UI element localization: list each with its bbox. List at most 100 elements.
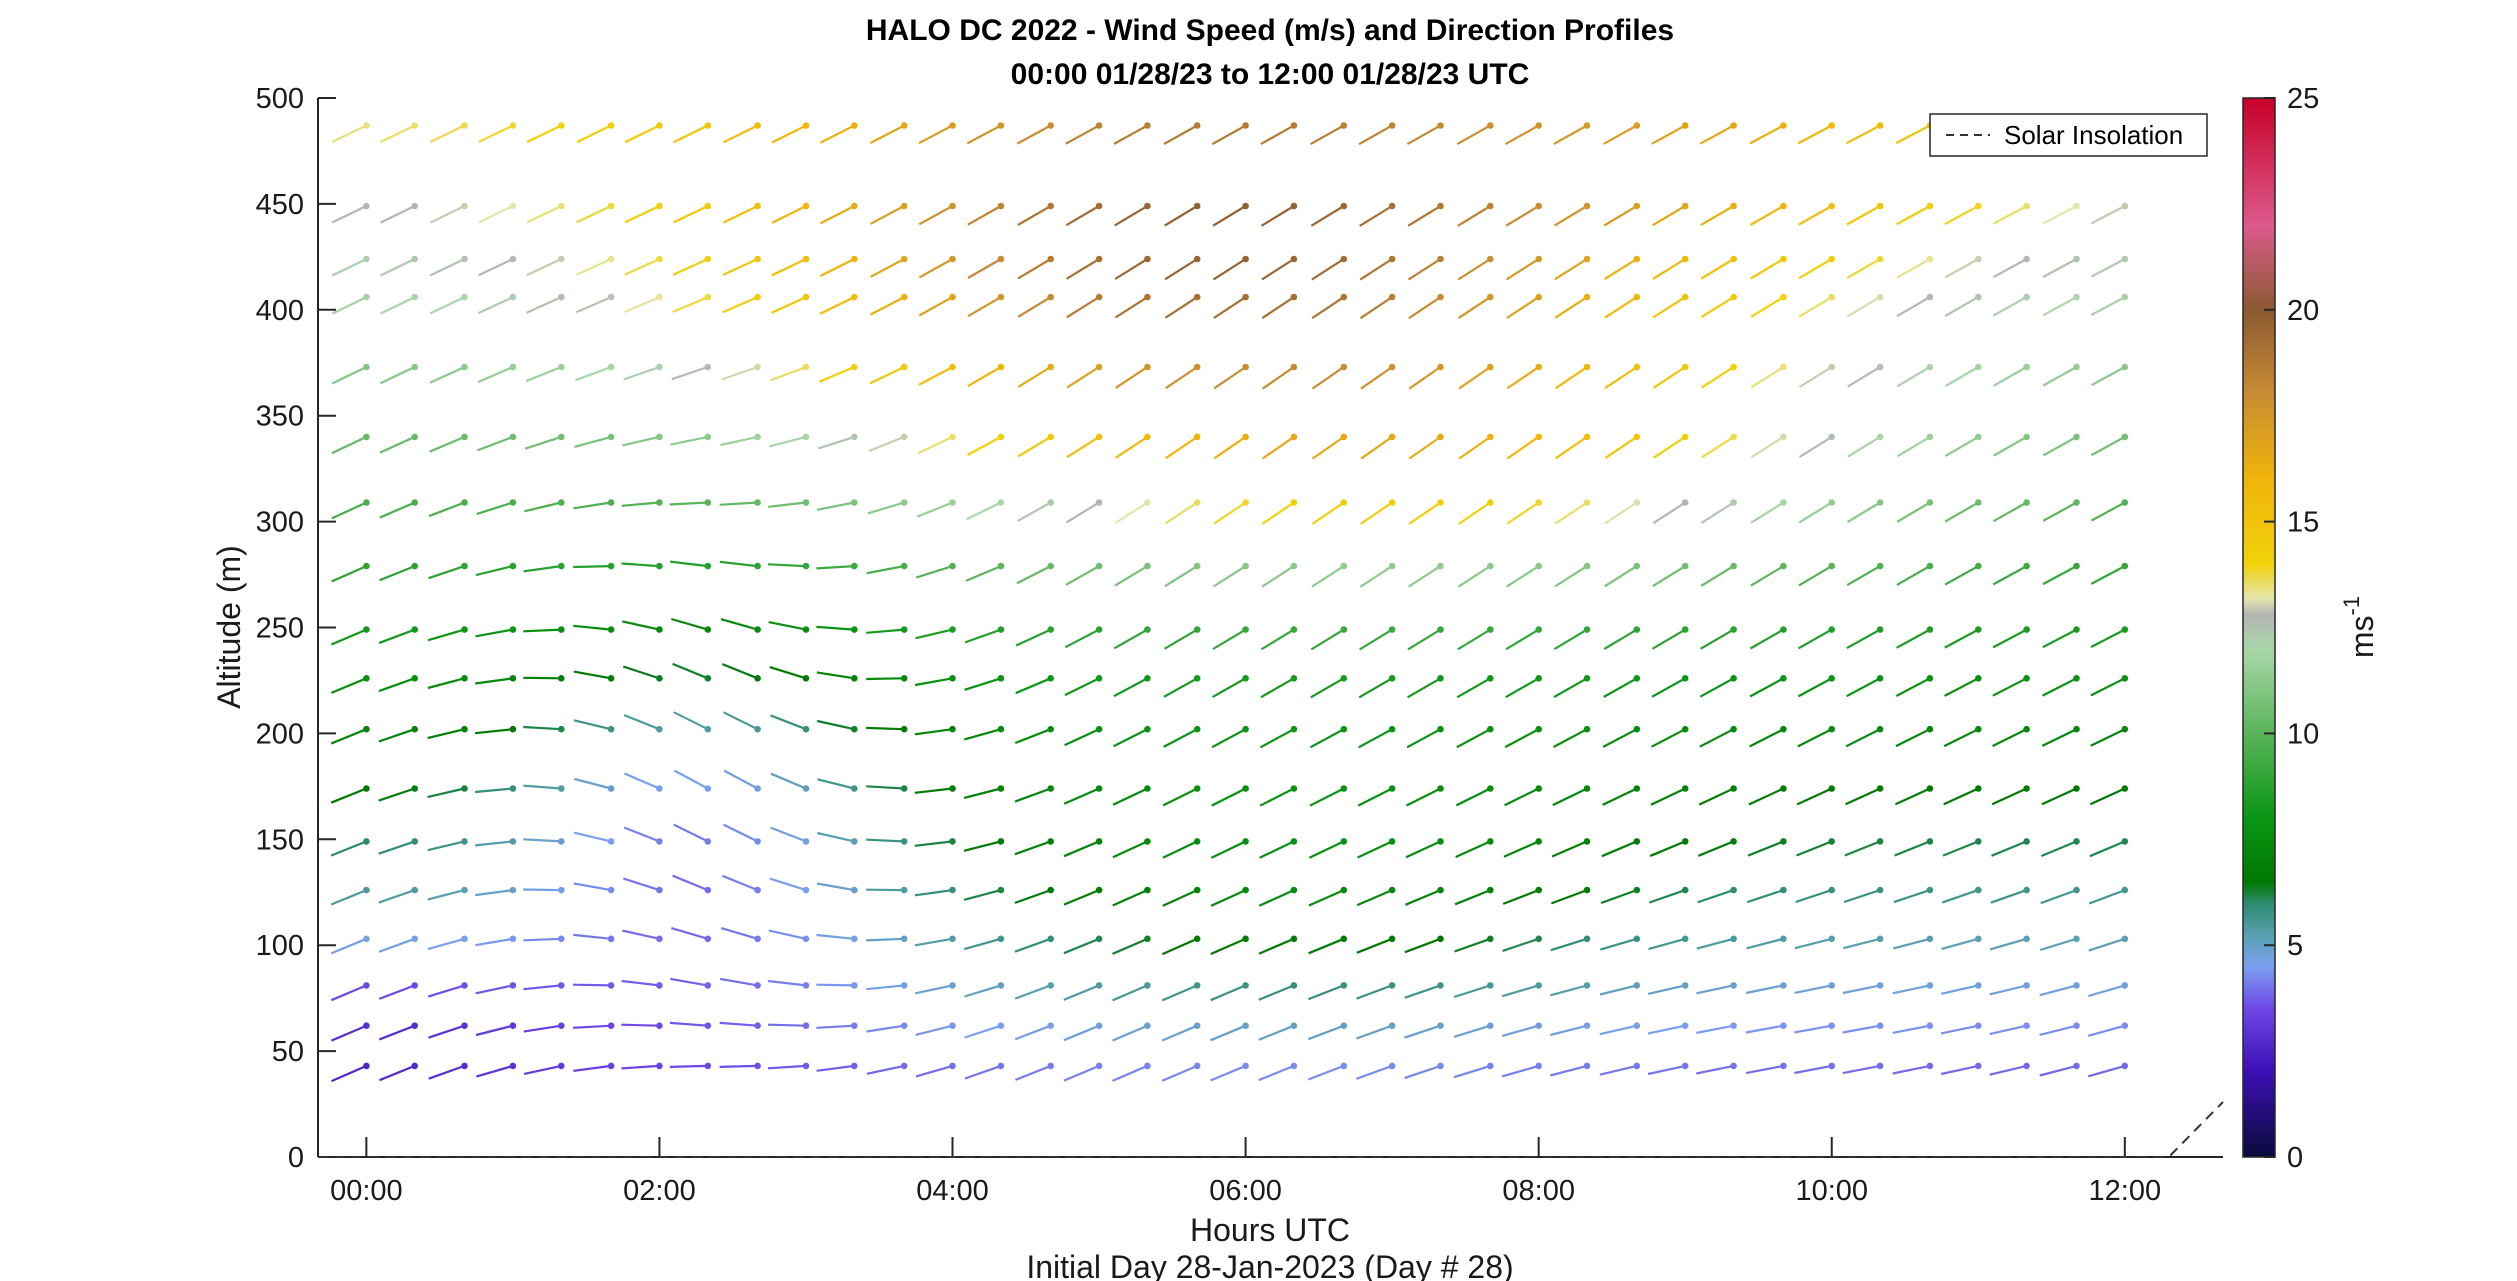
- wind-barb-dot: [851, 562, 858, 570]
- wind-barb: [379, 1064, 416, 1082]
- wind-barb: [1307, 1064, 1345, 1081]
- wind-barb: [2042, 258, 2078, 278]
- wind-barb: [1504, 787, 1540, 807]
- wind-barb: [2042, 366, 2078, 387]
- wind-barb-dot: [1828, 675, 1835, 682]
- wind-barb: [429, 365, 465, 384]
- wind-barb: [427, 840, 465, 852]
- wind-barb: [1941, 889, 1979, 904]
- wind-barb: [1310, 205, 1345, 227]
- wind-barb-dot: [509, 562, 517, 570]
- wind-barb-dot: [851, 1022, 858, 1029]
- wind-barb: [1065, 205, 1100, 227]
- wind-barb: [1261, 565, 1295, 588]
- wind-barb: [523, 565, 562, 573]
- wind-barb-dot: [461, 499, 468, 506]
- wind-barb-dot: [1242, 499, 1249, 506]
- wind-barb: [1749, 728, 1784, 748]
- wind-barb-dot: [997, 202, 1005, 210]
- wind-barb-dot: [1780, 293, 1787, 301]
- wind-barb-dot: [1633, 293, 1641, 301]
- wind-barb: [525, 365, 562, 383]
- wind-barb: [1553, 628, 1588, 651]
- wind-barb: [1311, 565, 1345, 588]
- wind-barb-dot: [509, 1062, 517, 1070]
- wind-barb-dot: [2121, 838, 2129, 845]
- wind-barb-dot: [607, 499, 615, 506]
- wind-barb-dot: [509, 785, 517, 792]
- wind-barb-dot: [1340, 562, 1348, 570]
- wind-barb: [2087, 1024, 2126, 1037]
- y-tick-label: 50: [272, 1036, 304, 1068]
- wind-barb: [916, 501, 953, 518]
- wind-barb-dot: [1340, 255, 1348, 263]
- wind-barb-dot: [1828, 838, 1835, 845]
- wind-barb: [671, 365, 709, 381]
- wind-barb: [621, 979, 660, 987]
- wind-barb-dot: [607, 255, 615, 263]
- wind-barb-dot: [1633, 499, 1641, 506]
- wind-barb-dot: [1290, 122, 1298, 129]
- wind-barb: [2088, 937, 2126, 952]
- wind-barb-dot: [997, 626, 1005, 633]
- wind-barb-dot: [411, 562, 419, 570]
- wind-barb: [623, 365, 660, 381]
- wind-barb: [670, 977, 708, 987]
- wind-barb-dot: [1487, 626, 1494, 633]
- wind-barb-dot: [1828, 1022, 1835, 1029]
- wind-barb: [1600, 889, 1638, 905]
- wind-barb-dot: [1975, 1022, 1982, 1029]
- wind-barb: [669, 501, 708, 506]
- wind-barb-dot: [851, 982, 858, 989]
- wind-barb: [1211, 124, 1247, 146]
- wind-barb: [869, 124, 905, 144]
- wind-barb: [2040, 889, 2077, 905]
- wind-barb-dot: [900, 725, 908, 733]
- wind-barb-dot: [802, 725, 810, 733]
- wind-barb-dot: [1876, 202, 1884, 210]
- wind-barb: [1261, 501, 1295, 525]
- wind-barb: [622, 877, 660, 892]
- wind-barb-dot: [2121, 626, 2129, 633]
- wind-barb: [1453, 984, 1491, 999]
- wind-barb: [1697, 889, 1734, 904]
- wind-barb: [816, 501, 855, 511]
- wind-barb: [1700, 296, 1735, 319]
- wind-barb: [722, 296, 759, 314]
- wind-barb: [1798, 628, 1833, 650]
- wind-barb-dot: [2073, 1062, 2080, 1070]
- wind-barb: [1212, 628, 1247, 651]
- wind-barb: [672, 662, 709, 680]
- wind-barb-dot: [802, 675, 810, 682]
- wind-barb: [770, 772, 807, 790]
- wind-barb-dot: [754, 675, 761, 682]
- wind-barb-dot: [1975, 433, 1982, 441]
- wind-barb: [573, 1064, 612, 1072]
- wind-barb-dot: [1535, 433, 1542, 441]
- wind-barb-dot: [1535, 785, 1542, 792]
- wind-barb: [621, 562, 660, 568]
- wind-barb: [330, 677, 367, 694]
- wind-barb-dot: [949, 935, 956, 943]
- wind-barb: [1113, 628, 1148, 650]
- wind-barb: [1501, 984, 1540, 998]
- wind-barb: [428, 1024, 465, 1039]
- wind-barb-dot: [1926, 255, 1934, 263]
- wind-barb: [1258, 1024, 1295, 1041]
- wind-barb-dot: [1242, 838, 1249, 845]
- wind-barb: [1944, 677, 1979, 697]
- wind-barb-dot: [2023, 363, 2030, 371]
- wind-barb: [379, 435, 416, 454]
- wind-barb-dot: [509, 982, 517, 989]
- wind-barb: [623, 714, 660, 731]
- wind-barb: [819, 124, 855, 144]
- wind-barb: [719, 1064, 758, 1068]
- wind-barb-dot: [900, 1062, 908, 1070]
- wind-barb: [1408, 366, 1442, 390]
- wind-barb: [914, 728, 953, 736]
- wind-barb-dot: [1828, 886, 1835, 894]
- wind-barb-dot: [1975, 1062, 1982, 1070]
- wind-barb: [2089, 787, 2126, 806]
- wind-barb-dot: [754, 293, 761, 301]
- wind-barb: [1894, 840, 1931, 857]
